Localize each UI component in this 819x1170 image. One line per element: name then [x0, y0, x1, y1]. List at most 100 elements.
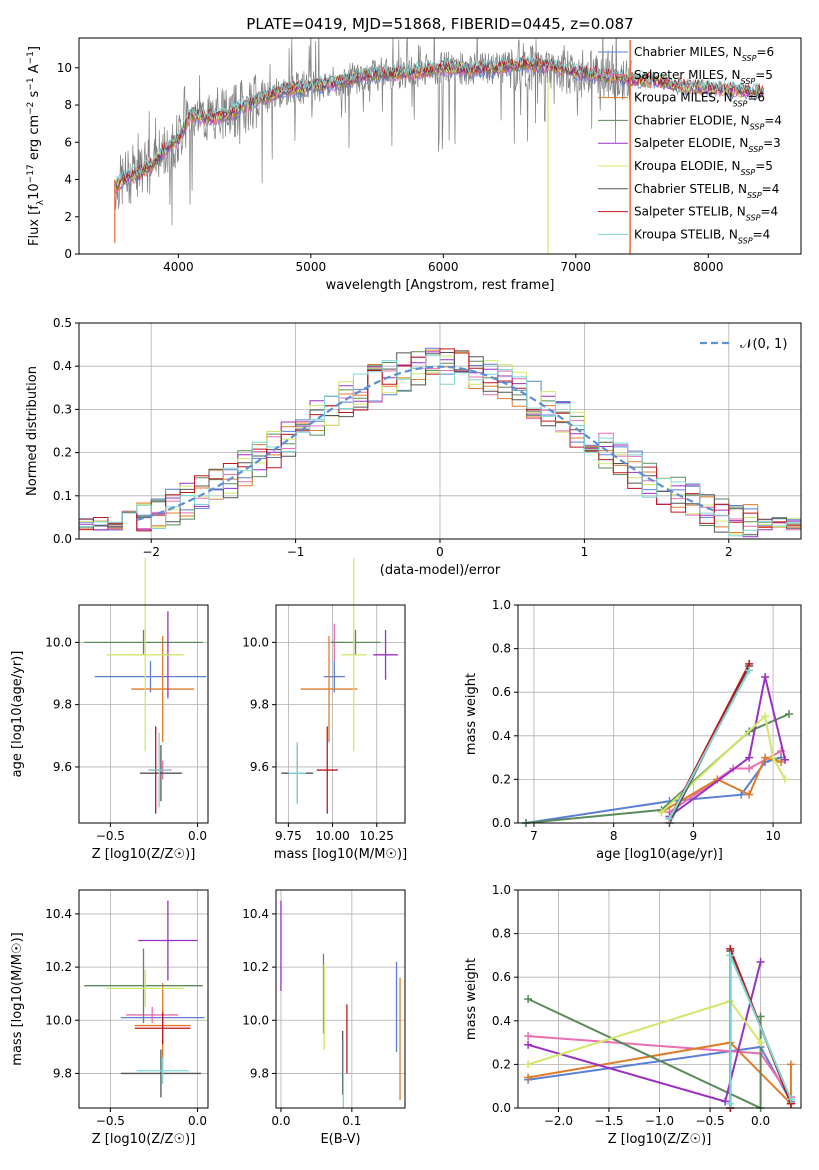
- legend-sub: SSP: [748, 145, 763, 154]
- mass-z-points: [84, 900, 205, 1098]
- legend-value: =5: [755, 68, 773, 82]
- legend-value: =4: [753, 227, 771, 241]
- legend-sub: SSP: [742, 54, 757, 63]
- spectrum-xtick-label: 5000: [296, 260, 327, 274]
- weight-z-frame: [517, 889, 802, 1109]
- legend-sub: SSP: [741, 168, 756, 177]
- weight-z-xtick-label: −1.5: [594, 1114, 623, 1128]
- spectrum-ylabel-part: 10: [27, 183, 42, 200]
- legend-value: =3: [763, 136, 781, 150]
- weight-age-frame: [517, 604, 802, 824]
- legend-value: =6: [756, 45, 774, 59]
- residual-frame: [78, 322, 802, 540]
- age-mass-xtick-label: 9.75: [275, 829, 302, 843]
- mass-ebv-ytick-label: 9.8: [250, 1066, 269, 1080]
- mass-z-xlabel: Z [log10(Z/Z☉)]: [92, 1132, 196, 1147]
- spectrum-ytick-label: 0: [64, 247, 72, 261]
- weight-age-xlabel: age [log10(age/yr)]: [596, 847, 723, 862]
- age-z-xlabel: Z [log10(Z/Z☉)]: [92, 847, 196, 862]
- weight-age-ytick-label: 0.4: [492, 729, 511, 743]
- legend-sub: SSP: [750, 122, 765, 131]
- spectrum-xtick-label: 4000: [163, 260, 194, 274]
- age-z-ytick-label: 9.6: [53, 760, 72, 774]
- weight-age-line: [660, 714, 786, 813]
- weight-z-xtick-label: 0.0: [751, 1114, 770, 1128]
- legend-sub: SSP: [747, 190, 762, 199]
- weight-z-ytick-label: 0.0: [492, 1101, 511, 1115]
- mass-z-ytick-label: 10.2: [45, 960, 72, 974]
- residual-ytick-label: 0.3: [53, 402, 72, 416]
- weight-z-xtick-label: −0.5: [695, 1114, 724, 1128]
- spectrum-xlabel: wavelength [Angstrom, rest frame]: [326, 278, 555, 293]
- legend-text: Kroupa ELODIE, N: [634, 159, 741, 173]
- weight-age-xtick-label: 10: [765, 829, 780, 843]
- mass-z-ytick-label: 10.0: [45, 1013, 72, 1027]
- legend-entry: Salpeter MILES, NSSP=5: [634, 68, 773, 86]
- weight-age-xtick-label: 9: [690, 829, 698, 843]
- weight-age-ytick-label: 0.0: [492, 816, 511, 830]
- legend-entry: Kroupa STELIB, NSSP=4: [634, 227, 770, 245]
- age-mass-ytick-label: 9.6: [250, 760, 269, 774]
- spectrum-ylabel-part: s: [27, 90, 42, 101]
- legend-value: =5: [755, 159, 773, 173]
- weight-age-ylabel: mass weight: [464, 673, 479, 755]
- age-mass-ytick-label: 10.0: [242, 635, 269, 649]
- legend-text: Salpeter STELIB, N: [634, 205, 746, 219]
- weight-age-ytick-label: 0.6: [492, 685, 511, 699]
- legend-text: Chabrier ELODIE, N: [634, 113, 750, 127]
- legend-entry: Kroupa ELODIE, NSSP=5: [634, 159, 773, 177]
- mass-ebv-frame: [275, 889, 406, 1109]
- legend-entry: Salpeter ELODIE, NSSP=3: [634, 136, 781, 154]
- mass-ebv-ytick-label: 10.2: [242, 960, 269, 974]
- weight-age-xtick-label: 7: [530, 829, 538, 843]
- legend-value: =4: [760, 205, 778, 219]
- residual-ylabel: Normed distribution: [25, 366, 40, 496]
- model-kroupa-stelib: [114, 54, 764, 186]
- figure-title: PLATE=0419, MJD=51868, FIBERID=0445, z=0…: [246, 15, 633, 33]
- residual-xtick-label: −2: [142, 545, 160, 559]
- weight-z-ytick-label: 1.0: [492, 883, 511, 897]
- weight-z-xtick-label: −2.0: [544, 1114, 573, 1128]
- weight-z-xlabel: Z [log10(Z/Z☉)]: [608, 1132, 712, 1147]
- weight-z-ylabel: mass weight: [464, 958, 479, 1040]
- age-z-ytick-label: 9.8: [53, 698, 72, 712]
- weight-z-line: [527, 961, 762, 1103]
- spectrum-ylabel-part: −1: [26, 77, 36, 90]
- spectrum-ytick-label: 8: [64, 98, 72, 112]
- spectrum-ylabel-part: −1: [26, 51, 36, 64]
- weight-z-ytick-label: 0.2: [492, 1057, 511, 1071]
- residual-ytick-label: 0.2: [53, 446, 72, 460]
- legend-text: Chabrier STELIB, N: [634, 182, 747, 196]
- age-mass-points: [281, 558, 398, 814]
- mass-ebv-ytick-label: 10.4: [242, 907, 269, 921]
- mass-z-ytick-label: 10.4: [45, 907, 72, 921]
- age-mass-xtick-label: 10.25: [360, 829, 394, 843]
- legend-normal-label: 𝒩(0, 1): [740, 337, 787, 352]
- legend-sub: SSP: [746, 213, 761, 222]
- spectrum-ylabel: Flux [fλ10−17 erg cm−2 s−1 A−1]: [26, 46, 46, 246]
- legend-entry: Kroupa MILES, NSSP=6: [634, 91, 765, 109]
- mass-z-ylabel: mass [log10(M/M☉)]: [10, 932, 25, 1065]
- mass-z-xtick-label: 0.0: [188, 1114, 207, 1128]
- age-z-xtick-label: −0.5: [96, 829, 125, 843]
- spectrum-lines: [114, 38, 764, 254]
- legend-entry: Chabrier MILES, NSSP=6: [634, 45, 774, 63]
- age-z-frame: [78, 604, 209, 824]
- age-z-ytick-label: 10.0: [45, 635, 72, 649]
- residual-xtick-label: −1: [287, 545, 305, 559]
- mass-ebv-points: [280, 900, 401, 1108]
- spectrum-ytick-label: 6: [64, 135, 72, 149]
- mass-z-frame: [78, 889, 209, 1109]
- weight-z-ytick-label: 0.8: [492, 927, 511, 941]
- weight-age-ytick-label: 0.2: [492, 772, 511, 786]
- residual-ytick-label: 0.1: [53, 489, 72, 503]
- age-mass-ytick-label: 9.8: [250, 698, 269, 712]
- legend-text: Chabrier MILES, N: [634, 45, 742, 59]
- mass-z-ytick-label: 9.8: [53, 1066, 72, 1080]
- spectrum-ylabel-part: −17: [26, 164, 36, 183]
- weight-z-ytick-label: 0.4: [492, 1014, 511, 1028]
- age-mass-frame: [275, 604, 406, 824]
- mass-z-xtick-label: −0.5: [96, 1114, 125, 1128]
- residual-xtick-label: 0: [436, 545, 444, 559]
